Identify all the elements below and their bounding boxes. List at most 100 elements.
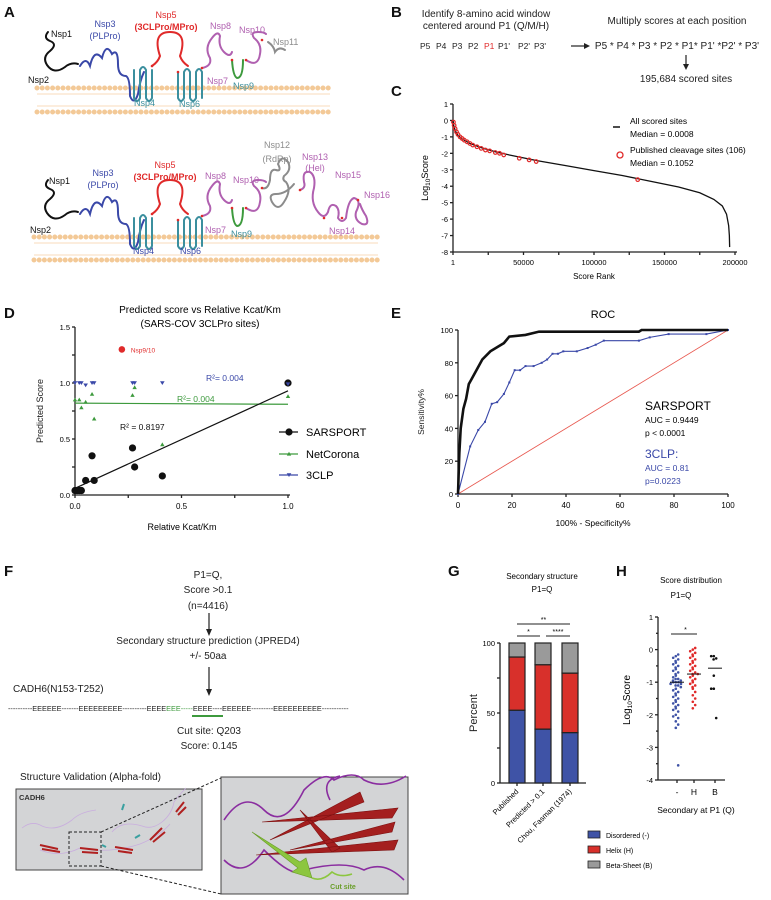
group-2-point: [712, 674, 716, 677]
group-0-point: [671, 689, 675, 692]
netcorona-r2: R²= 0.004: [177, 394, 215, 404]
group-0-point: [676, 677, 680, 681]
chart-subtitle: P1=Q: [532, 585, 553, 594]
group-0-point: [676, 716, 680, 720]
legend-label: Disordered (-): [606, 833, 649, 840]
group-1-point: [691, 674, 695, 677]
legend-sarsport: SARSPORT: [306, 427, 367, 439]
group-0-point: [679, 685, 683, 689]
netcorona-point: [77, 397, 82, 402]
group-0-point: [674, 687, 678, 691]
sarsport-label: SARSPORT: [645, 399, 711, 413]
group-1-point: [691, 661, 695, 664]
group-0-point: [676, 664, 680, 668]
all-scored-sites-line: [452, 120, 731, 248]
group-1-point: [693, 697, 697, 700]
label-nsp1-b: Nsp1: [49, 176, 70, 186]
bar-disordered: [508, 709, 526, 784]
label-nsp4-b: Nsp4: [133, 246, 154, 256]
y-tick-label: 100: [440, 326, 453, 335]
b-result: 195,684 scored sites: [640, 74, 732, 85]
group-0-point: [676, 684, 680, 687]
group-2-point: [714, 657, 718, 660]
y-tick-label: 0: [444, 116, 448, 125]
y-tick-label: 100: [482, 639, 495, 648]
group-1-point: [688, 676, 692, 679]
structure-overview-ribbon: [21, 787, 187, 854]
3clp-roc-point: [519, 369, 522, 372]
y-tick-label: -2: [441, 149, 448, 158]
label-plpro: (PLPro): [89, 31, 120, 41]
3clp-point: [132, 381, 137, 385]
legend-circle-icon: [616, 151, 624, 159]
label-nsp10-b: Nsp10: [233, 175, 259, 185]
outlier-point: [118, 346, 126, 353]
bar-disordered: [534, 728, 552, 784]
f-validation-title: Structure Validation (Alpha-fold): [20, 772, 161, 783]
panel-f-workflow: P1=Q, Score >0.1 (n=4416) Secondary stru…: [8, 570, 409, 895]
y-tick-label: -1: [646, 678, 653, 687]
f-criteria-3: (n=4416): [188, 601, 228, 612]
cut-site-label: Cut site: [330, 884, 356, 891]
3clp-roc-point: [490, 402, 493, 405]
legend-all-name: All scored sites: [630, 116, 687, 126]
f-window: +/- 50aa: [190, 651, 227, 662]
panel-c-chart: 10-1-2-3-4-5-6-7-81 50000 100000 150000 2000…: [420, 100, 748, 281]
group-1-point: [688, 649, 692, 653]
bar-beta-sheet: [561, 642, 579, 674]
y-axis-label: Percent: [468, 694, 480, 732]
published-site-point: [533, 159, 539, 164]
legend-3clp: 3CLP: [306, 470, 334, 482]
b-step2: Multiply scores at each position: [608, 16, 747, 27]
group-1-point: [688, 662, 692, 666]
3clp-label: 3CLP:: [645, 447, 678, 461]
group-0-point: [674, 667, 678, 671]
3clp-roc-point: [562, 350, 565, 353]
legend-published-name: Published cleavage sites (106): [630, 145, 746, 155]
arrow-down-icon: [683, 64, 689, 70]
bar-beta-sheet: [508, 642, 526, 658]
structure-zoom-ribbon: [223, 774, 407, 881]
label-hel: (Hel): [305, 163, 325, 173]
arrow-right-icon: [584, 43, 590, 49]
legend-label: Beta-Sheet (B): [606, 863, 652, 870]
3clp-roc-point: [484, 420, 486, 423]
sarsport-point: [82, 476, 90, 485]
group-0-point: [674, 661, 678, 664]
group-0-point: [671, 715, 675, 718]
group-1-point: [693, 703, 697, 707]
3clp-roc-point: [586, 347, 589, 350]
group-1-point: [688, 669, 692, 673]
group-0-point: [671, 662, 675, 666]
netcorona-point: [160, 442, 165, 447]
3clp-roc-point: [546, 358, 549, 361]
y-tick-label: -1: [441, 133, 448, 142]
y-tick-label: -2: [646, 711, 653, 720]
x-axis-label: Relative Kcat/Km: [147, 522, 216, 532]
position-4: P1: [484, 41, 495, 51]
group-1-point: [693, 684, 697, 687]
y-tick-label: -4: [646, 776, 653, 785]
label-nsp5-b: Nsp5: [154, 160, 175, 170]
label-nsp1: Nsp1: [51, 29, 72, 39]
label-nsp13: Nsp13: [302, 152, 328, 162]
chart-subtitle: P1=Q: [671, 591, 692, 600]
position-3: P2: [468, 41, 479, 51]
3clp-roc-point: [551, 352, 554, 355]
label-nsp7-b: Nsp7: [205, 225, 226, 235]
label-plpro-b: (PLPro): [87, 180, 118, 190]
x-tick-label: Chou, Fasman (1974): [515, 787, 573, 845]
legend-3clp-icon: [286, 473, 292, 477]
structure-overview: [15, 788, 203, 871]
y-tick-label: 80: [445, 359, 453, 368]
group-0-point: [674, 720, 678, 723]
label-nsp15: Nsp15: [335, 170, 361, 180]
legend-swatch: [587, 860, 601, 869]
group-0-point: [674, 693, 678, 697]
label-nsp3: Nsp3: [94, 19, 115, 29]
x-tick-label: 100000: [581, 258, 606, 267]
label-nsp4: Nsp4: [134, 98, 155, 108]
group-0-point: [674, 674, 678, 677]
y-tick-label: 1: [649, 613, 653, 622]
